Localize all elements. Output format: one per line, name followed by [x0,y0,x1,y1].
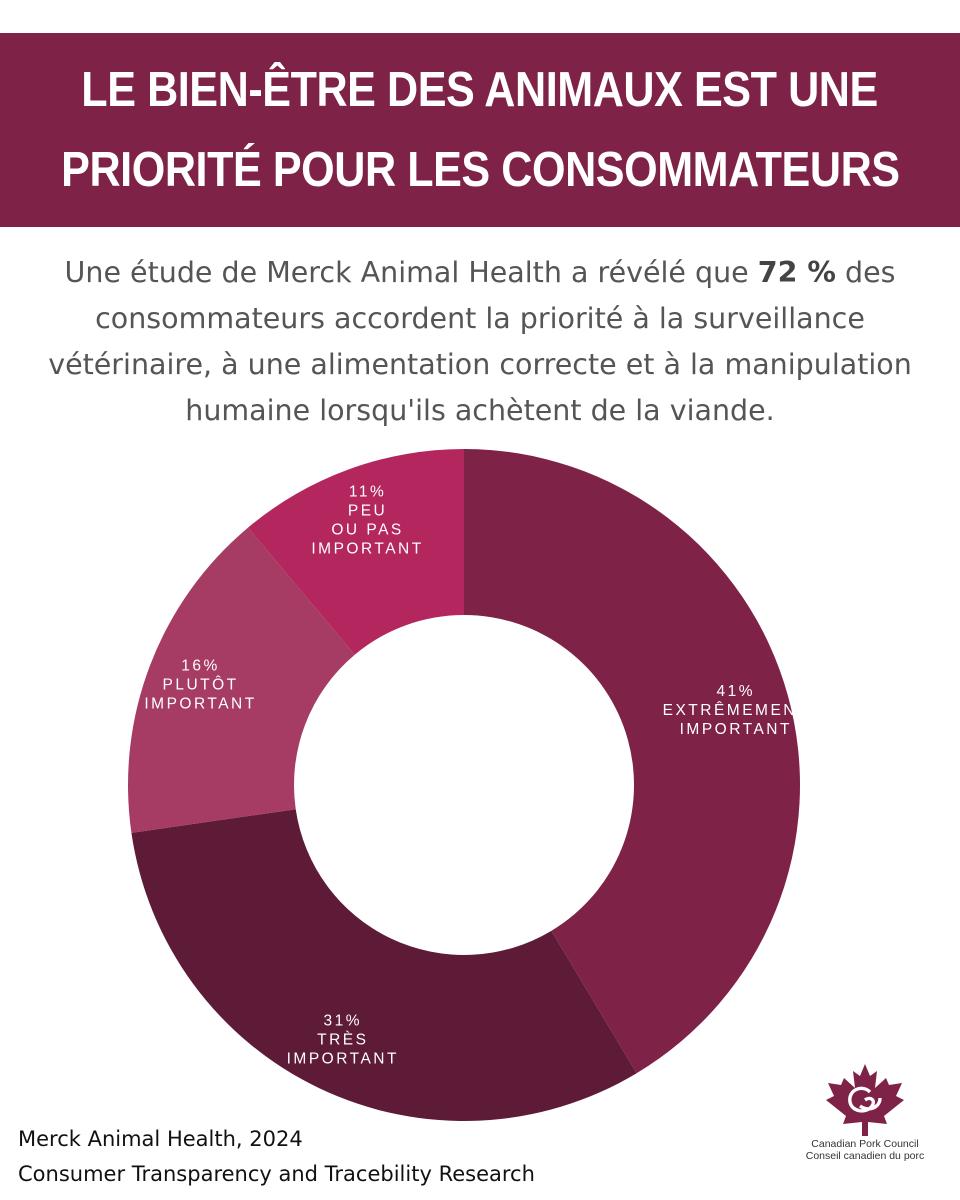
title-line-2: PRIORITÉ POUR LES CONSOMMATEURS [60,143,900,197]
source-line-1: Merck Animal Health, 2024 [18,1127,303,1151]
intro-text-end: des consommateurs accordent la priorité … [48,256,912,427]
slice-label-line: IMPORTANT [144,695,256,712]
slice-label-line: 11% [349,484,386,501]
slice-label-line: PEU [348,503,387,520]
slice-label-line: IMPORTANT [680,721,792,738]
intro-text-start: Une étude de Merck Animal Health a révél… [64,256,758,289]
donut-slice-2 [131,809,637,1121]
slice-label-line: 31% [324,1013,363,1030]
slice-label-1: 41% EXTRÊMEMENT IMPORTANT [663,683,809,738]
logo-text-en: Canadian Pork Council [811,1138,919,1150]
slice-label-2: 31% TRÈS IMPORTANT [287,1013,399,1068]
slice-label-line: OU PAS [331,522,403,539]
donut-slice-4 [248,449,464,655]
slice-label-line: 41% [717,683,756,700]
slice-label-line: 16% [181,657,220,674]
slice-label-line: IMPORTANT [287,1051,399,1068]
slice-label-line: IMPORTANT [311,541,423,558]
logo-text-fr: Conseil canadien du porc [805,1150,925,1162]
source-citation: Merck Animal Health, 2024 Consumer Trans… [18,1122,535,1192]
slice-label-line: EXTRÊMEMENT [663,702,809,719]
intro-paragraph: Une étude de Merck Animal Health a révél… [40,250,920,434]
title-line-1: LE BIEN-ÊTRE DES ANIMAUX EST UNE [81,63,879,117]
source-line-2: Consumer Transparency and Tracebility Re… [18,1162,535,1186]
cpc-logo: Canadian Pork Council Conseil canadien d… [800,1062,930,1177]
slice-label-line: PLUTÔT [162,676,238,693]
maple-leaf-logo-icon [826,1064,904,1136]
slice-label-line: TRÈS [317,1032,368,1049]
slice-label-3: 16% PLUTÔT IMPORTANT [144,657,256,712]
donut-slice-1 [464,449,801,1074]
slice-label-4: 11% PEU OU PAS IMPORTANT [311,484,423,558]
intro-highlight: 72 % [757,256,836,289]
title-banner: LE BIEN-ÊTRE DES ANIMAUX EST UNE PRIORIT… [0,33,960,227]
donut-slice-3 [127,527,355,833]
